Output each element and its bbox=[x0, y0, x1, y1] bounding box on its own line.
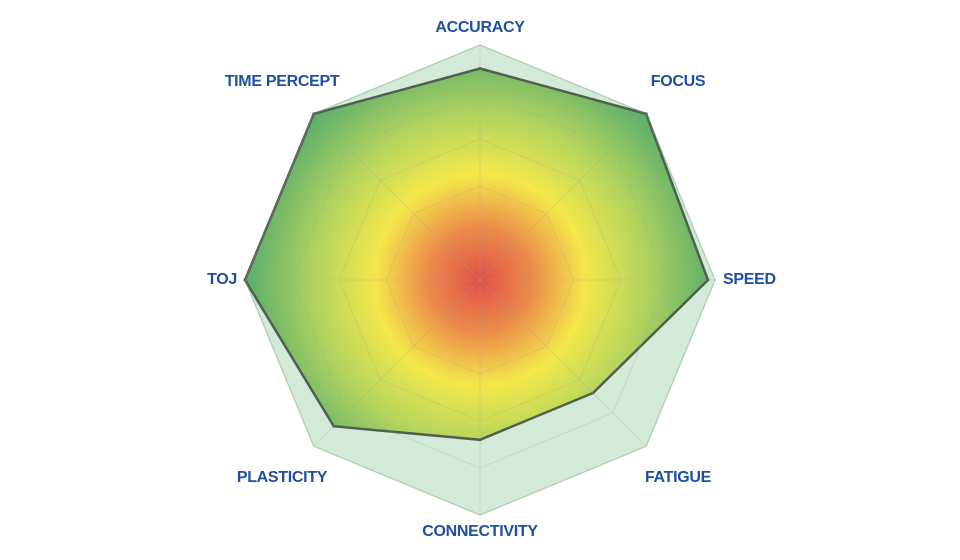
grid-ring bbox=[338, 138, 622, 422]
radar-vertex bbox=[332, 424, 336, 428]
radar-vertex bbox=[591, 391, 595, 395]
axis-label: PLASTICITY bbox=[237, 469, 328, 486]
grid-ring bbox=[244, 44, 716, 516]
axis-label: ACCURACY bbox=[435, 19, 525, 36]
grid-ring bbox=[432, 232, 528, 328]
data-layer bbox=[243, 44, 716, 516]
radar-vertex bbox=[706, 278, 710, 282]
axis-label: TOJ bbox=[207, 271, 237, 288]
axis-label: CONNECTIVITY bbox=[422, 523, 538, 540]
grid-ring bbox=[385, 185, 575, 375]
axis-label: FOCUS bbox=[651, 73, 706, 90]
grid-spoke bbox=[313, 113, 481, 281]
grid-spoke bbox=[479, 113, 647, 281]
grid-spoke bbox=[313, 279, 481, 447]
radar-vertex bbox=[478, 438, 482, 442]
grid-ring bbox=[291, 91, 669, 469]
axis-label: FATIGUE bbox=[645, 469, 712, 486]
axis-label: SPEED bbox=[723, 271, 776, 288]
grid-spoke bbox=[479, 279, 647, 447]
radar-vertex bbox=[312, 112, 316, 116]
radar-vertex bbox=[478, 67, 482, 70]
radar-vertex bbox=[243, 278, 247, 282]
radar-vertex bbox=[644, 112, 648, 116]
axis-label: TIME PERCEPT bbox=[225, 73, 340, 90]
labels-layer: ACCURACY FOCUS SPEED FATIGUE CONNECTIVITY PLA… bbox=[207, 19, 776, 540]
